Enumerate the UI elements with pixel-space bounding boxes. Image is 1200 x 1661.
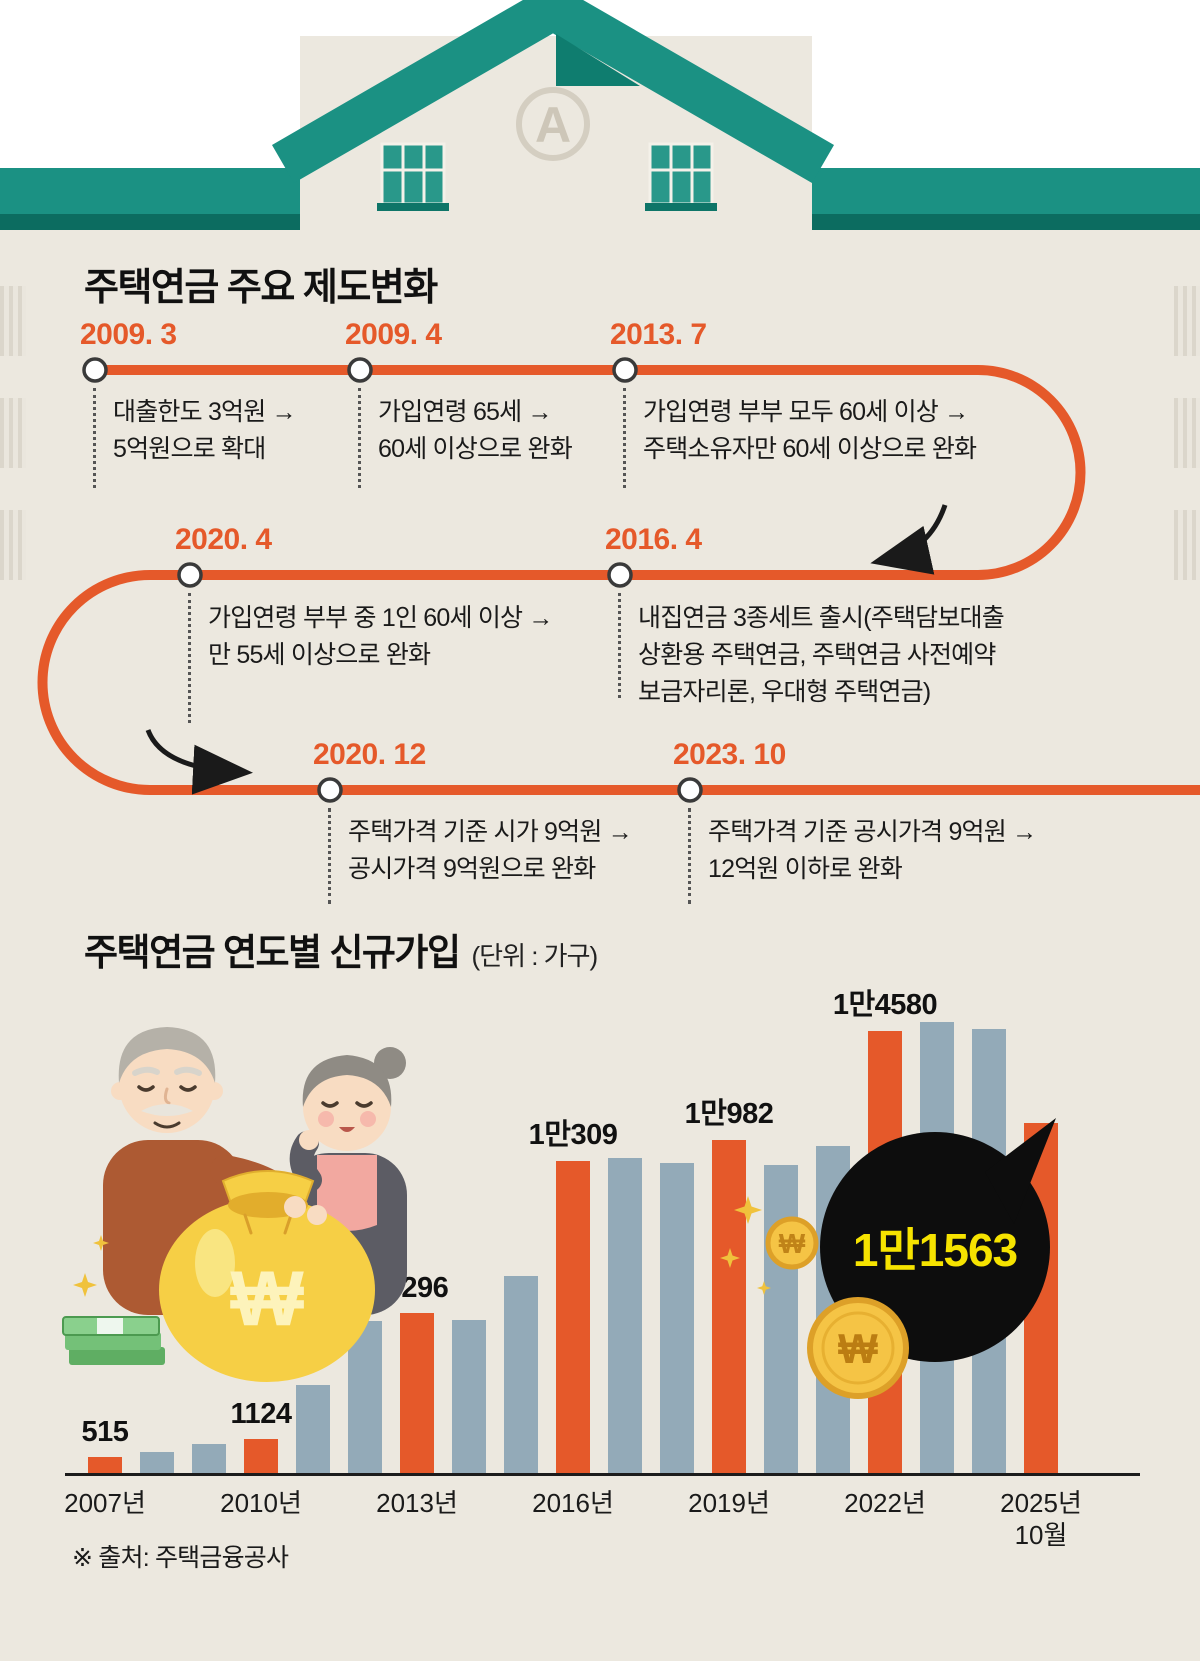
bar-2012: [348, 1321, 382, 1473]
timeline-title: 주택연금 주요 제도변화: [84, 267, 438, 309]
node-2016-4: [607, 562, 633, 588]
x-tick-2022년: 2022년: [844, 1488, 926, 1518]
timeline-date: 2023. 10: [673, 738, 786, 771]
bar-2015: [504, 1276, 538, 1473]
timeline-line: 주택가격 기준 공시가격 9억원 →: [708, 818, 1037, 846]
timeline-line: 가입연령 부부 중 1인 60세 이상 →: [208, 604, 553, 632]
roof: [271, 0, 835, 184]
bar-value-label-2016: 1만309: [528, 1119, 618, 1151]
timeline-connector: [618, 593, 621, 698]
callout-bubble: 1만1563: [820, 1132, 1050, 1362]
node-2013-7: [612, 357, 638, 383]
node-2020-4: [177, 562, 203, 588]
chart-unit-label: (단위 : 가구): [471, 941, 599, 971]
house-header: A: [0, 0, 1200, 230]
bar-value-label-2022: 1만4580: [832, 989, 938, 1021]
timeline-nodes: [82, 357, 703, 803]
facade-panel: [1174, 510, 1200, 580]
timeline-description: 주택가격 기준 시가 9억원 → 공시가격 9억원으로 완화: [348, 814, 633, 888]
timeline-line: 가입연령 65세 →: [378, 398, 553, 426]
window-right: [645, 142, 717, 211]
timeline-connector: [623, 388, 626, 488]
emblem-letter: A: [535, 97, 571, 153]
timeline-line: 주택소유자만 60세 이상으로 완화: [643, 435, 977, 463]
bar-2010: [244, 1439, 278, 1473]
timeline-line: 주택가격 기준 시가 9억원 →: [348, 818, 633, 846]
node-2009-4: [347, 357, 373, 383]
bar-value-label-2019: 1만982: [684, 1098, 774, 1130]
bar-2018: [660, 1163, 694, 1473]
emblem-circle: [516, 87, 590, 161]
timeline-line: 내집연금 3종세트 출시(주택담보대출: [638, 604, 1005, 632]
timeline-line: 공시가격 9억원으로 완화: [348, 855, 596, 883]
node-2023-10: [677, 777, 703, 803]
facade-panel: [1174, 286, 1200, 356]
timeline-line: 12억원 이하로 완화: [708, 855, 903, 883]
timeline-line: 가입연령 부부 모두 60세 이상 →: [643, 398, 969, 426]
bar-2019: [712, 1140, 746, 1473]
bar-value-label-2013: 5296: [385, 1272, 449, 1304]
x-tick-2010년: 2010년: [220, 1488, 302, 1518]
bar-2017: [608, 1158, 642, 1473]
bar-2008: [140, 1452, 174, 1473]
bar-2014: [452, 1320, 486, 1473]
timeline-description: 가입연령 부부 모두 60세 이상 → 주택소유자만 60세 이상으로 완화: [643, 394, 977, 468]
bar-2020: [764, 1165, 798, 1473]
chart-title: 주택연금 연도별 신규가입: [84, 932, 461, 973]
facade-panel: [0, 286, 26, 356]
timeline-date: 2013. 7: [610, 318, 707, 351]
timeline-date: 2020. 4: [175, 523, 272, 556]
bar-2016: [556, 1161, 590, 1473]
timeline-connector: [358, 388, 361, 488]
facade-panel: [0, 510, 26, 580]
timeline-line: 5억원으로 확대: [113, 435, 266, 463]
timeline-path: [37, 365, 1200, 795]
timeline-description: 주택가격 기준 공시가격 9억원 → 12억원 이하로 완화: [708, 814, 1037, 888]
x-tick-2025년: 2025년 10월: [1000, 1488, 1082, 1550]
timeline-description: 대출한도 3억원 → 5억원으로 확대: [113, 394, 297, 468]
x-tick-2007년: 2007년: [64, 1488, 146, 1518]
callout-value: 1만1563: [852, 1224, 1018, 1276]
facade-panel: [1174, 398, 1200, 468]
flow-arrow-left: [145, 729, 253, 795]
roof-shadow: [556, 34, 640, 86]
timeline-description: 가입연령 부부 중 1인 60세 이상 → 만 55세 이상으로 완화: [208, 600, 553, 674]
x-tick-2019년: 2019년: [688, 1488, 770, 1518]
timeline-line: 대출한도 3억원 →: [113, 398, 297, 426]
timeline-graphic: [37, 357, 1200, 803]
bar-2013: [400, 1313, 434, 1473]
timeline-line: 상환용 주택연금, 주택연금 사전예약: [638, 641, 996, 669]
bar-2011: [296, 1385, 330, 1473]
timeline-connector: [93, 388, 96, 488]
source-note: ※ 출처: 주택금융공사: [72, 1544, 289, 1572]
flow-arrow-right: [870, 504, 948, 575]
timeline-connector: [188, 593, 191, 723]
bar-value-label-2007: 515: [81, 1416, 129, 1448]
timeline-description: 내집연금 3종세트 출시(주택담보대출 상환용 주택연금, 주택연금 사전예약 …: [638, 600, 1005, 711]
bar-2009: [192, 1444, 226, 1473]
timeline-description: 가입연령 65세 → 60세 이상으로 완화: [378, 394, 573, 468]
x-axis-line: [65, 1473, 1140, 1476]
timeline-line: 60세 이상으로 완화: [378, 435, 573, 463]
bar-value-label-2010: 1124: [230, 1398, 292, 1430]
window-left: [377, 142, 449, 211]
x-tick-2013년: 2013년: [376, 1488, 458, 1518]
timeline-connector: [688, 808, 691, 904]
timeline-date: 2009. 3: [80, 318, 177, 351]
bar-2007: [88, 1457, 122, 1473]
facade-panel: [0, 398, 26, 468]
timeline-date: 2020. 12: [313, 738, 426, 771]
node-2009-3: [82, 357, 108, 383]
timeline-line: 보금자리론, 우대형 주택연금): [638, 678, 931, 706]
node-2020-12: [317, 777, 343, 803]
timeline-date: 2016. 4: [605, 523, 702, 556]
timeline-date: 2009. 4: [345, 318, 442, 351]
timeline-line: 만 55세 이상으로 완화: [208, 641, 431, 669]
timeline-connector: [328, 808, 331, 904]
x-tick-2016년: 2016년: [532, 1488, 614, 1518]
chart-header: 주택연금 연도별 신규가입 (단위 : 가구): [84, 922, 599, 976]
